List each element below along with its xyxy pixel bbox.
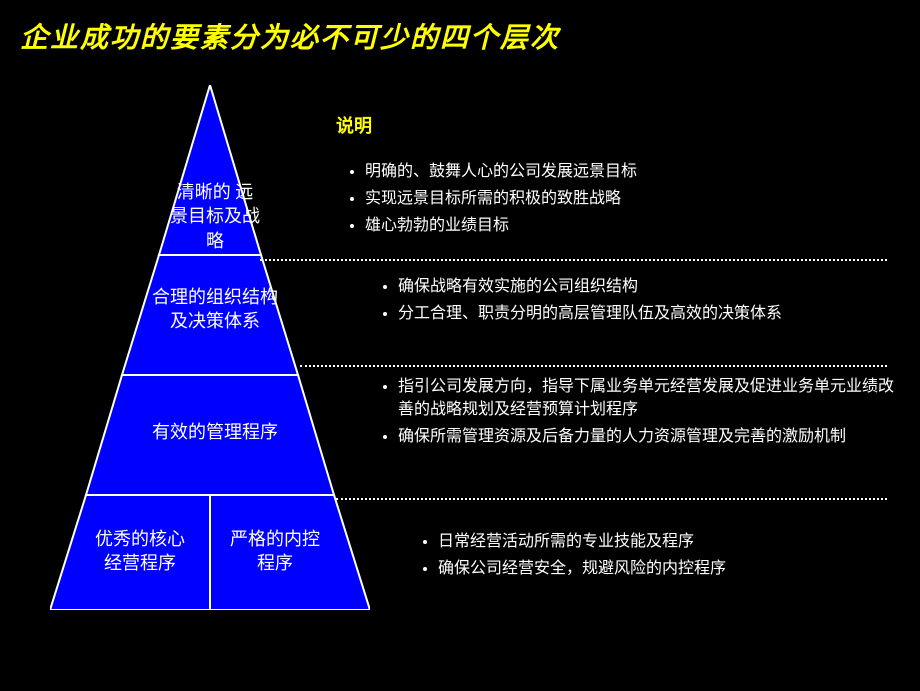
explanation-item: 指引公司发展方向，指导下属业务单元经营发展及促进业务单元业绩改善的战略规划及经营… <box>398 375 898 421</box>
explanation-group-3: 指引公司发展方向，指导下属业务单元经营发展及促进业务单元业绩改善的战略规划及经营… <box>378 375 898 453</box>
explanation-list: 日常经营活动所需的专业技能及程序确保公司经营安全，规避风险的内控程序 <box>418 530 888 580</box>
explanation-item: 雄心勃勃的业绩目标 <box>365 214 885 237</box>
explanation-item: 明确的、鼓舞人心的公司发展远景目标 <box>365 160 885 183</box>
explanation-item: 实现远景目标所需的积极的致胜战略 <box>365 187 885 210</box>
explanation-group-1: 明确的、鼓舞人心的公司发展远景目标实现远景目标所需的积极的致胜战略雄心勃勃的业绩… <box>345 160 885 242</box>
explanation-item: 分工合理、职责分明的高层管理队伍及高效的决策体系 <box>398 302 888 325</box>
explanation-item: 确保战略有效实施的公司组织结构 <box>398 275 888 298</box>
explanation-list: 确保战略有效实施的公司组织结构分工合理、职责分明的高层管理队伍及高效的决策体系 <box>378 275 888 325</box>
explanation-list: 明确的、鼓舞人心的公司发展远景目标实现远景目标所需的积极的致胜战略雄心勃勃的业绩… <box>345 160 885 238</box>
explanation-item: 确保所需管理资源及后备力量的人力资源管理及完善的激励机制 <box>398 425 898 448</box>
explanation-list: 指引公司发展方向，指导下属业务单元经营发展及促进业务单元业绩改善的战略规划及经营… <box>378 375 898 449</box>
explanation-item: 确保公司经营安全，规避风险的内控程序 <box>438 557 888 580</box>
explanation-item: 日常经营活动所需的专业技能及程序 <box>438 530 888 553</box>
connector-c1 <box>260 259 887 261</box>
explanation-group-2: 确保战略有效实施的公司组织结构分工合理、职责分明的高层管理队伍及高效的决策体系 <box>378 275 888 329</box>
pyramid-label-4-left: 优秀的核心经营程序 <box>90 527 190 576</box>
connector-c3 <box>336 498 887 500</box>
connector-c2 <box>300 365 887 367</box>
pyramid-label-1: 清晰的 远景目标及战略 <box>170 180 260 253</box>
pyramid-label-2: 合理的组织结构及决策体系 <box>150 285 280 334</box>
page-title: 企业成功的要素分为必不可少的四个层次 <box>20 16 560 56</box>
explanation-group-4: 日常经营活动所需的专业技能及程序确保公司经营安全，规避风险的内控程序 <box>418 530 888 584</box>
pyramid-label-3: 有效的管理程序 <box>140 420 290 444</box>
pyramid-label-4-right: 严格的内控程序 <box>230 527 320 576</box>
